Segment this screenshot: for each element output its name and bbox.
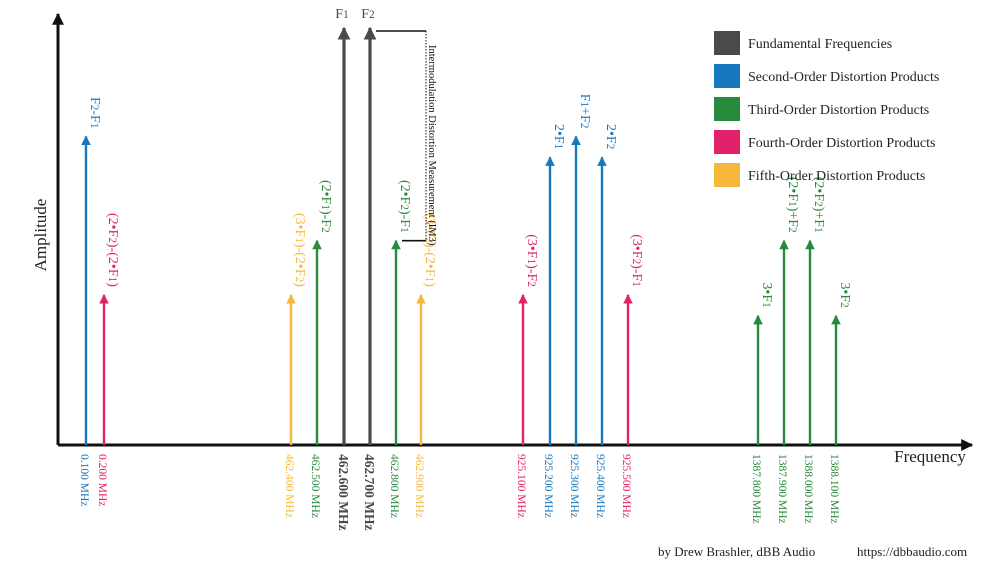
frequency-label: 462.600 MHz bbox=[336, 454, 351, 531]
frequency-label: 925.300 MHz bbox=[568, 454, 580, 518]
frequency-label: 462.700 MHz bbox=[362, 454, 377, 531]
chart-axes: Frequency Amplitude bbox=[31, 12, 974, 466]
product-label: (3•F1)-(2•F2) bbox=[292, 213, 307, 287]
product-label: F1+F2 bbox=[577, 94, 592, 129]
product-label: (2•F2)+F1 bbox=[811, 177, 826, 233]
legend-swatch-fourth bbox=[714, 130, 740, 154]
frequency-label: 462.800 MHz bbox=[388, 454, 400, 518]
y-axis-label: Amplitude bbox=[31, 199, 50, 272]
legend-swatch-third bbox=[714, 97, 740, 121]
product-label: (3•F2)-F1 bbox=[629, 234, 644, 287]
product-label: 3•F1 bbox=[759, 282, 774, 307]
frequency-label: 1388.000 MHz bbox=[802, 454, 814, 524]
x-axis-label: Frequency bbox=[894, 447, 966, 466]
im3-annotation-text: Intermodulation Distortion Measurement (… bbox=[426, 45, 437, 246]
legend: Fundamental Frequencies Second-Order Dist… bbox=[714, 31, 939, 187]
product-label: 3•F2 bbox=[837, 282, 852, 307]
legend-label-fourth: Fourth-Order Distortion Products bbox=[748, 136, 935, 151]
legend-swatch-fundamental bbox=[714, 31, 740, 55]
product-label: 2•F2 bbox=[603, 124, 618, 149]
frequency-label: 1387.800 MHz bbox=[750, 454, 762, 524]
frequency-label: 462.900 MHz bbox=[413, 454, 425, 518]
product-label: (2•F2)-F1 bbox=[397, 180, 412, 233]
frequency-label: 1387.900 MHz bbox=[776, 454, 788, 524]
legend-label-second: Second-Order Distortion Products bbox=[748, 70, 939, 85]
frequency-label: 925.100 MHz bbox=[515, 454, 527, 518]
product-label: (2•F1)+F2 bbox=[785, 177, 800, 233]
frequency-label: 462.500 MHz bbox=[309, 454, 321, 518]
frequency-label: 1388.100 MHz bbox=[828, 454, 840, 524]
product-label: (2•F2)-(2•F1) bbox=[105, 213, 120, 287]
legend-swatch-second bbox=[714, 64, 740, 88]
product-label: F2 bbox=[361, 7, 374, 22]
frequency-label: 925.500 MHz bbox=[620, 454, 632, 518]
frequency-label: 0.100 MHz bbox=[78, 454, 90, 506]
im3-annotation: Intermodulation Distortion Measurement (… bbox=[376, 30, 437, 246]
frequency-label: 925.200 MHz bbox=[542, 454, 554, 518]
website-link[interactable]: https://dbbaudio.com bbox=[857, 544, 968, 559]
spectrum-stems: F2-F1 0.100 MHz (2•F2)-(2•F1) 0.200 MHz (3•F… bbox=[78, 7, 852, 531]
frequency-label: 462.400 MHz bbox=[283, 454, 295, 518]
product-label: (3•F1)-F2 bbox=[524, 234, 539, 287]
product-label: F2-F1 bbox=[87, 97, 102, 128]
frequency-label: 0.200 MHz bbox=[96, 454, 108, 506]
legend-label-third: Third-Order Distortion Products bbox=[748, 103, 929, 118]
legend-swatch-fifth bbox=[714, 163, 740, 187]
product-label: 2•F1 bbox=[551, 124, 566, 149]
product-label: F1 bbox=[335, 7, 348, 22]
author-credit: by Drew Brashler, dBB Audio bbox=[658, 544, 816, 559]
product-label: (2•F1)-F2 bbox=[318, 180, 333, 233]
legend-label-fifth: Fifth-Order Distortion Products bbox=[748, 169, 925, 184]
legend-label-fundamental: Fundamental Frequencies bbox=[748, 37, 892, 52]
frequency-label: 925.400 MHz bbox=[594, 454, 606, 518]
